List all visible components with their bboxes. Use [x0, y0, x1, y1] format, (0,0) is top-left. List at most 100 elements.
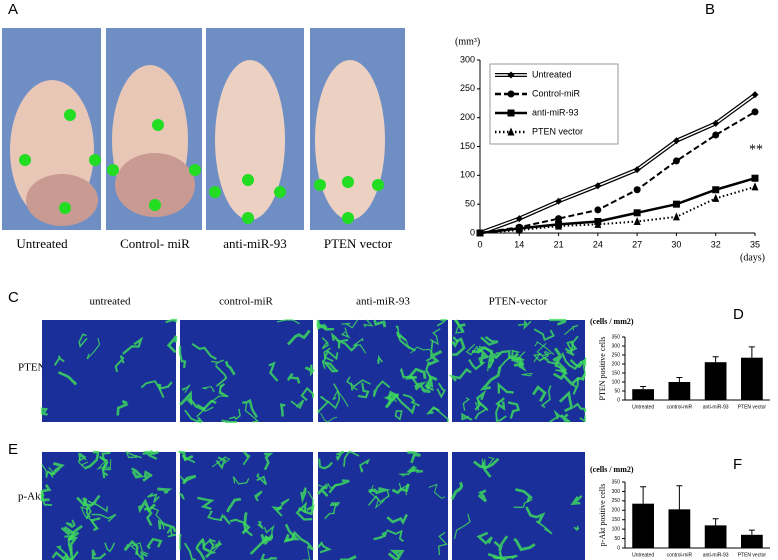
y-tick-label: 100 — [612, 526, 621, 532]
stain — [462, 397, 470, 411]
stain — [437, 531, 448, 556]
stain — [448, 367, 472, 382]
marker — [751, 182, 759, 191]
stain — [241, 512, 251, 535]
stain — [228, 408, 241, 421]
marker — [507, 71, 515, 79]
stain — [346, 376, 371, 388]
x-tick-label: 30 — [671, 239, 681, 249]
stain — [302, 548, 311, 560]
bar — [632, 389, 654, 400]
y-tick-label: 350 — [612, 479, 621, 485]
stain — [357, 382, 370, 399]
marker — [633, 186, 641, 194]
stain — [287, 372, 301, 384]
stain — [350, 382, 358, 391]
stain — [41, 464, 53, 478]
micrograph — [42, 320, 176, 422]
stain — [196, 403, 214, 418]
y-tick-label: 100 — [612, 379, 621, 385]
stain — [335, 450, 345, 462]
y-tick-label: 100 — [460, 170, 475, 180]
series-line — [479, 185, 756, 234]
stain — [395, 325, 400, 334]
stain — [323, 350, 339, 363]
stain — [419, 384, 431, 394]
stain — [316, 322, 334, 331]
stain — [426, 374, 438, 390]
marker — [476, 228, 484, 237]
marker — [555, 221, 563, 230]
stain — [425, 406, 440, 415]
stain — [465, 343, 480, 356]
panel-label: E — [8, 441, 18, 458]
mouse — [215, 60, 285, 220]
stain — [391, 483, 410, 495]
stain — [335, 338, 358, 352]
y-tick-label: 300 — [460, 54, 475, 64]
stain — [461, 412, 473, 421]
stain — [552, 347, 563, 365]
legend-label: Untreated — [532, 69, 572, 79]
stain — [206, 510, 222, 522]
stain — [326, 383, 341, 410]
legend-label: PTEN vector — [532, 126, 583, 136]
stain — [525, 506, 546, 524]
error-bar — [712, 518, 719, 526]
micrograph — [42, 452, 176, 560]
stain — [87, 500, 109, 513]
stain — [142, 470, 153, 482]
stain — [471, 346, 494, 356]
stain — [425, 339, 434, 362]
stain — [373, 319, 387, 328]
stain — [146, 537, 163, 550]
stain — [474, 400, 489, 420]
y-tick-label: 0 — [617, 545, 620, 551]
stain — [183, 542, 197, 560]
stain — [292, 531, 314, 551]
stain — [242, 398, 258, 418]
stain — [540, 385, 552, 409]
stain — [51, 462, 65, 476]
stain — [114, 354, 125, 373]
marker — [507, 127, 515, 136]
stain — [474, 389, 487, 411]
panel-label: F — [733, 456, 742, 473]
stain — [91, 549, 107, 560]
y-tick-label: 200 — [612, 361, 621, 367]
stain — [383, 392, 400, 406]
stain — [83, 450, 100, 470]
stain — [450, 481, 464, 500]
stain — [125, 450, 142, 459]
bar — [704, 525, 727, 548]
stain — [452, 337, 466, 357]
stain — [242, 451, 251, 466]
y-unit: (mm³) — [455, 36, 480, 47]
stain — [507, 401, 521, 419]
bar — [741, 357, 763, 400]
x-tick-label: Untreated — [632, 552, 654, 558]
stain — [179, 390, 193, 406]
stain — [387, 549, 405, 560]
y-tick-label: 200 — [460, 112, 475, 122]
stain — [279, 403, 286, 417]
series-line — [479, 111, 756, 234]
stain — [396, 331, 416, 352]
marker — [712, 186, 720, 194]
legend-label: anti-miR-93 — [532, 107, 579, 117]
stain — [40, 407, 49, 416]
stain — [297, 504, 315, 516]
micrographs — [40, 318, 587, 560]
stain — [406, 465, 423, 473]
stain — [157, 519, 177, 533]
y-tick-label: 150 — [460, 141, 475, 151]
x-tick-label: control-miR — [667, 404, 693, 410]
stain — [67, 524, 83, 542]
stain — [287, 329, 311, 346]
mouse — [315, 60, 385, 220]
stain — [322, 360, 339, 373]
annotation: ** — [749, 142, 763, 157]
stain — [76, 496, 88, 506]
stain — [195, 537, 206, 560]
stain — [40, 484, 52, 502]
